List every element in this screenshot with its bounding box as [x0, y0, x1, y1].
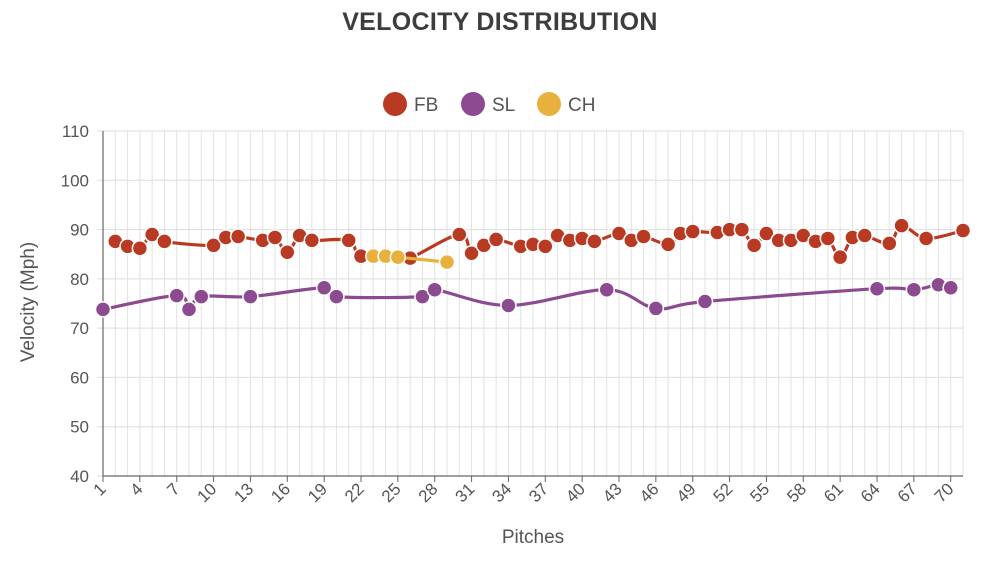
fb-point: [610, 225, 628, 242]
y-tick-label: 70: [70, 319, 89, 338]
x-tick-label: 67: [894, 479, 921, 506]
fb-point: [856, 227, 873, 244]
x-tick-label: 46: [636, 479, 663, 506]
x-tick-label: 37: [525, 479, 552, 506]
legend-item-sl[interactable]: SL: [461, 92, 515, 116]
x-tick-label: 34: [488, 479, 515, 506]
legend-label-ch: CH: [568, 95, 595, 116]
sl-point: [193, 288, 210, 305]
sl-point: [242, 288, 259, 305]
sl-point: [168, 287, 185, 304]
y-tick-label: 80: [70, 270, 89, 289]
sl-point: [500, 297, 517, 314]
fb-point: [279, 243, 296, 261]
y-axis-title: Velocity (Mph): [18, 242, 39, 362]
sl-point: [647, 300, 665, 317]
x-tick-label: 55: [746, 479, 773, 506]
y-tick-label: 60: [70, 368, 89, 387]
sl-point: [328, 288, 345, 305]
x-tick-label: 22: [341, 479, 368, 506]
x-tick-label: 4: [127, 479, 147, 499]
fb-point: [451, 226, 468, 243]
sl-point: [868, 280, 886, 297]
y-tick-label: 40: [70, 467, 89, 486]
legend-item-ch[interactable]: CH: [537, 92, 595, 116]
sl-point: [905, 281, 923, 298]
fb-point: [156, 233, 173, 250]
fb-point: [831, 248, 849, 266]
sl-line: [101, 283, 953, 312]
y-tick-label: 110: [62, 122, 89, 141]
sl-point: [414, 288, 431, 305]
x-tick-label: 64: [857, 479, 884, 506]
x-tick-label: 43: [599, 479, 626, 506]
x-tick-label: 61: [820, 479, 847, 506]
fb-point: [537, 238, 554, 255]
fb-point: [303, 232, 321, 249]
x-tick-label: 58: [783, 479, 810, 506]
legend-marker-ch: [537, 92, 561, 116]
fb-point: [586, 233, 603, 250]
y-tick-label: 100: [61, 171, 89, 190]
fb-point: [684, 223, 701, 240]
sl-point: [426, 281, 443, 298]
fb-point: [917, 230, 935, 247]
x-tick-label: 13: [230, 479, 257, 506]
sl-point: [942, 279, 959, 296]
sl-point: [696, 293, 714, 310]
y-tick-label: 50: [70, 418, 89, 437]
x-tick-label: 40: [562, 479, 589, 506]
x-tick-label: 31: [452, 479, 479, 506]
fb-point: [143, 226, 161, 243]
series-sl: [94, 276, 959, 318]
x-axis-title: Pitches: [502, 527, 564, 548]
fb-point: [745, 237, 763, 254]
chart-title: VELOCITY DISTRIBUTION: [342, 8, 658, 36]
fb-point: [131, 240, 149, 257]
fb-point: [340, 232, 357, 249]
fb-point: [893, 217, 910, 234]
x-tick-label: 1: [90, 479, 110, 499]
x-tick-label: 19: [304, 479, 331, 506]
legend-item-fb[interactable]: FB: [383, 92, 438, 116]
fb-point: [954, 222, 972, 239]
x-tick-label: 7: [163, 479, 183, 499]
legend-label-sl: SL: [492, 95, 515, 116]
fb-point: [205, 237, 222, 254]
fb-point: [487, 231, 505, 248]
sl-point: [598, 281, 615, 298]
sl-point: [180, 301, 198, 318]
x-tick-label: 10: [194, 479, 221, 506]
x-tick-label: 52: [710, 479, 737, 506]
legend-marker-fb: [383, 92, 407, 116]
y-tick-label: 90: [70, 221, 89, 240]
sl-point: [315, 279, 333, 296]
fb-point: [229, 228, 247, 245]
fb-point: [758, 225, 775, 242]
x-tick-label: 28: [415, 479, 442, 506]
series-fb: [107, 217, 972, 267]
fb-point: [819, 230, 837, 247]
fb-point: [266, 229, 284, 246]
ch-point: [389, 248, 407, 266]
x-tick-label: 49: [673, 479, 700, 506]
series-ch: [365, 247, 456, 271]
fb-point: [733, 221, 751, 238]
ch-point: [438, 253, 456, 271]
legend[interactable]: FB SL CH: [383, 92, 595, 116]
legend-label-fb: FB: [414, 95, 438, 116]
series-layer: [94, 217, 972, 318]
fb-point: [635, 228, 652, 245]
fb-point: [659, 236, 677, 253]
x-tick-label: 70: [931, 479, 958, 506]
sl-point: [94, 301, 112, 318]
fb-point: [463, 244, 480, 262]
x-tick-label: 16: [267, 479, 294, 506]
x-tick-label: 25: [378, 479, 405, 506]
legend-marker-sl: [461, 92, 485, 116]
fb-point: [881, 235, 898, 252]
